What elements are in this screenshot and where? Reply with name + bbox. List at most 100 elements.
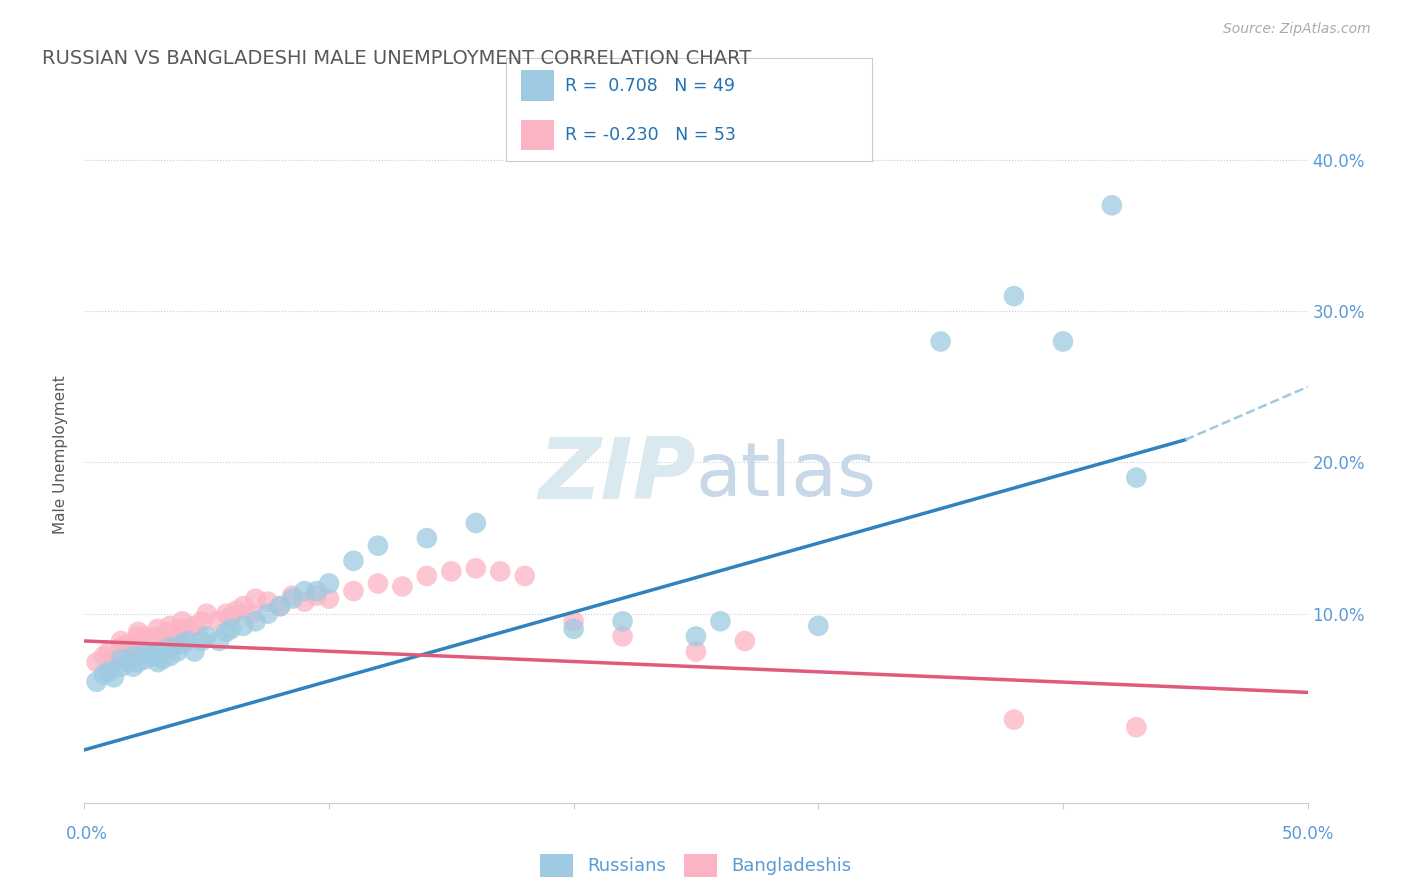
Point	[195, 629, 218, 643]
Point	[176, 634, 198, 648]
Point	[117, 644, 139, 658]
Point	[269, 599, 291, 614]
Point	[146, 622, 169, 636]
Point	[103, 670, 125, 684]
Point	[127, 655, 149, 669]
Text: 0.0%: 0.0%	[66, 825, 108, 843]
Point	[391, 580, 413, 594]
Point	[172, 637, 194, 651]
Point	[1052, 334, 1074, 349]
Point	[734, 634, 756, 648]
Point	[159, 624, 181, 639]
Point	[215, 607, 238, 621]
Point	[86, 674, 108, 689]
Text: ZIP: ZIP	[538, 434, 696, 517]
Point	[219, 622, 242, 636]
Legend: Russians, Bangladeshis: Russians, Bangladeshis	[533, 847, 859, 884]
Point	[142, 649, 165, 664]
Text: R = -0.230   N = 53: R = -0.230 N = 53	[565, 126, 735, 144]
Point	[172, 615, 194, 629]
Point	[146, 629, 169, 643]
Point	[191, 634, 214, 648]
Point	[97, 664, 120, 678]
Point	[110, 652, 132, 666]
Point	[135, 637, 157, 651]
Point	[122, 640, 145, 654]
Point	[318, 591, 340, 606]
Point	[93, 667, 115, 681]
Point	[122, 659, 145, 673]
Point	[159, 649, 181, 664]
Point	[1002, 713, 1025, 727]
Point	[142, 634, 165, 648]
Point	[110, 659, 132, 673]
Point	[342, 584, 364, 599]
Text: R =  0.708   N = 49: R = 0.708 N = 49	[565, 77, 735, 95]
Point	[110, 634, 132, 648]
Point	[489, 565, 512, 579]
Point	[305, 584, 328, 599]
Point	[232, 619, 254, 633]
Text: RUSSIAN VS BANGLADESHI MALE UNEMPLOYMENT CORRELATION CHART: RUSSIAN VS BANGLADESHI MALE UNEMPLOYMENT…	[42, 49, 751, 68]
Point	[208, 634, 231, 648]
Point	[281, 591, 304, 606]
Point	[807, 619, 830, 633]
Point	[172, 622, 194, 636]
Point	[513, 569, 536, 583]
Point	[152, 629, 174, 643]
Point	[219, 609, 242, 624]
Point	[176, 622, 198, 636]
Point	[93, 649, 115, 664]
Point	[166, 629, 188, 643]
Point	[127, 629, 149, 643]
Point	[294, 584, 316, 599]
Point	[1101, 198, 1123, 212]
Point	[257, 607, 280, 621]
Point	[159, 619, 181, 633]
Point	[152, 652, 174, 666]
Point	[232, 599, 254, 614]
Point	[117, 655, 139, 669]
Point	[367, 539, 389, 553]
Point	[367, 576, 389, 591]
Point	[239, 607, 262, 621]
Point	[318, 576, 340, 591]
Point	[183, 644, 205, 658]
Point	[166, 644, 188, 658]
Text: atlas: atlas	[696, 439, 877, 512]
Point	[183, 619, 205, 633]
Point	[685, 629, 707, 643]
Point	[342, 554, 364, 568]
Point	[929, 334, 952, 349]
Point	[1125, 470, 1147, 484]
Point	[127, 624, 149, 639]
Point	[117, 637, 139, 651]
Point	[709, 615, 731, 629]
Point	[215, 624, 238, 639]
Point	[1125, 720, 1147, 734]
Point	[225, 604, 247, 618]
Point	[146, 644, 169, 658]
Point	[1002, 289, 1025, 303]
Point	[135, 629, 157, 643]
Point	[281, 589, 304, 603]
Point	[685, 644, 707, 658]
Point	[612, 615, 634, 629]
Point	[294, 594, 316, 608]
Point	[464, 561, 486, 575]
Point	[464, 516, 486, 530]
Bar	[520, 120, 554, 150]
Point	[612, 629, 634, 643]
Point	[257, 594, 280, 608]
Point	[146, 655, 169, 669]
Point	[159, 640, 181, 654]
Point	[245, 591, 267, 606]
Point	[86, 655, 108, 669]
Point	[195, 607, 218, 621]
Point	[103, 652, 125, 666]
Point	[440, 565, 463, 579]
Text: Source: ZipAtlas.com: Source: ZipAtlas.com	[1223, 22, 1371, 37]
Bar	[520, 70, 554, 101]
Point	[191, 615, 214, 629]
Text: 50.0%: 50.0%	[1281, 825, 1334, 843]
